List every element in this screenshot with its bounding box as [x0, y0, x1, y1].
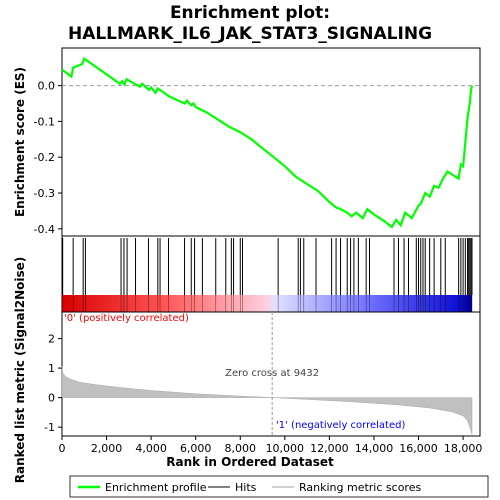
x-tick-label: 16,000: [399, 442, 438, 455]
metric-y-ticks: 2 1 0 -1: [44, 333, 62, 434]
rank-color-bar: [62, 295, 472, 312]
enrichment-profile-line: [61, 57, 474, 229]
metric-y-axis-label: Ranked list metric (Signal2Noise): [13, 257, 27, 484]
chart-title-line1: Enrichment plot:: [170, 3, 330, 23]
legend-enrichment-label: Enrichment profile: [105, 481, 207, 494]
es-y-tick-label: -0.2: [34, 151, 55, 164]
x-tick-label: 12,000: [310, 442, 349, 455]
metric-y-tick-label: -1: [44, 421, 55, 434]
metric-y-tick-label: 1: [48, 362, 55, 375]
x-tick-label: 2,000: [91, 442, 123, 455]
legend-metric-label: Ranking metric scores: [299, 481, 421, 494]
x-tick-label: 4,000: [135, 442, 167, 455]
es-y-tick-label: 0.0: [38, 80, 56, 93]
es-panel-frame: [61, 47, 481, 237]
x-tick-label: 18,000: [444, 442, 483, 455]
metric-y-tick-label: 2: [48, 333, 55, 346]
hit-lines: [62, 238, 473, 295]
chart-title-line2: HALLMARK_IL6_JAK_STAT3_SIGNALING: [68, 24, 432, 44]
x-tick-label: 8,000: [225, 442, 257, 455]
x-axis-ticks: 0 2,000 4,000 6,000 8,000 10,000 12,000 14,000 1…: [59, 436, 483, 455]
x-axis-label: Rank in Ordered Dataset: [166, 455, 334, 469]
es-y-tick-label: -0.3: [34, 187, 55, 200]
positive-correlation-label: '0' (positively correlated): [64, 313, 189, 324]
es-y-axis-label: Enrichment score (ES): [13, 67, 27, 217]
es-y-tick-label: -0.1: [34, 115, 55, 128]
legend-hits-label: Hits: [235, 481, 257, 494]
es-y-tick-label: -0.4: [34, 223, 55, 236]
es-y-ticks: 0.0 -0.1 -0.2 -0.3 -0.4: [34, 80, 62, 236]
x-tick-label: 14,000: [355, 442, 394, 455]
hit-lines-over-bar: [62, 295, 473, 312]
x-tick-label: 10,000: [266, 442, 305, 455]
metric-y-tick-label: 0: [48, 392, 55, 405]
zero-cross-label: Zero cross at 9432: [225, 368, 319, 379]
x-tick-label: 6,000: [180, 442, 212, 455]
negative-correlation-label: '1' (negatively correlated): [276, 420, 405, 431]
x-tick-label: 0: [59, 442, 66, 455]
